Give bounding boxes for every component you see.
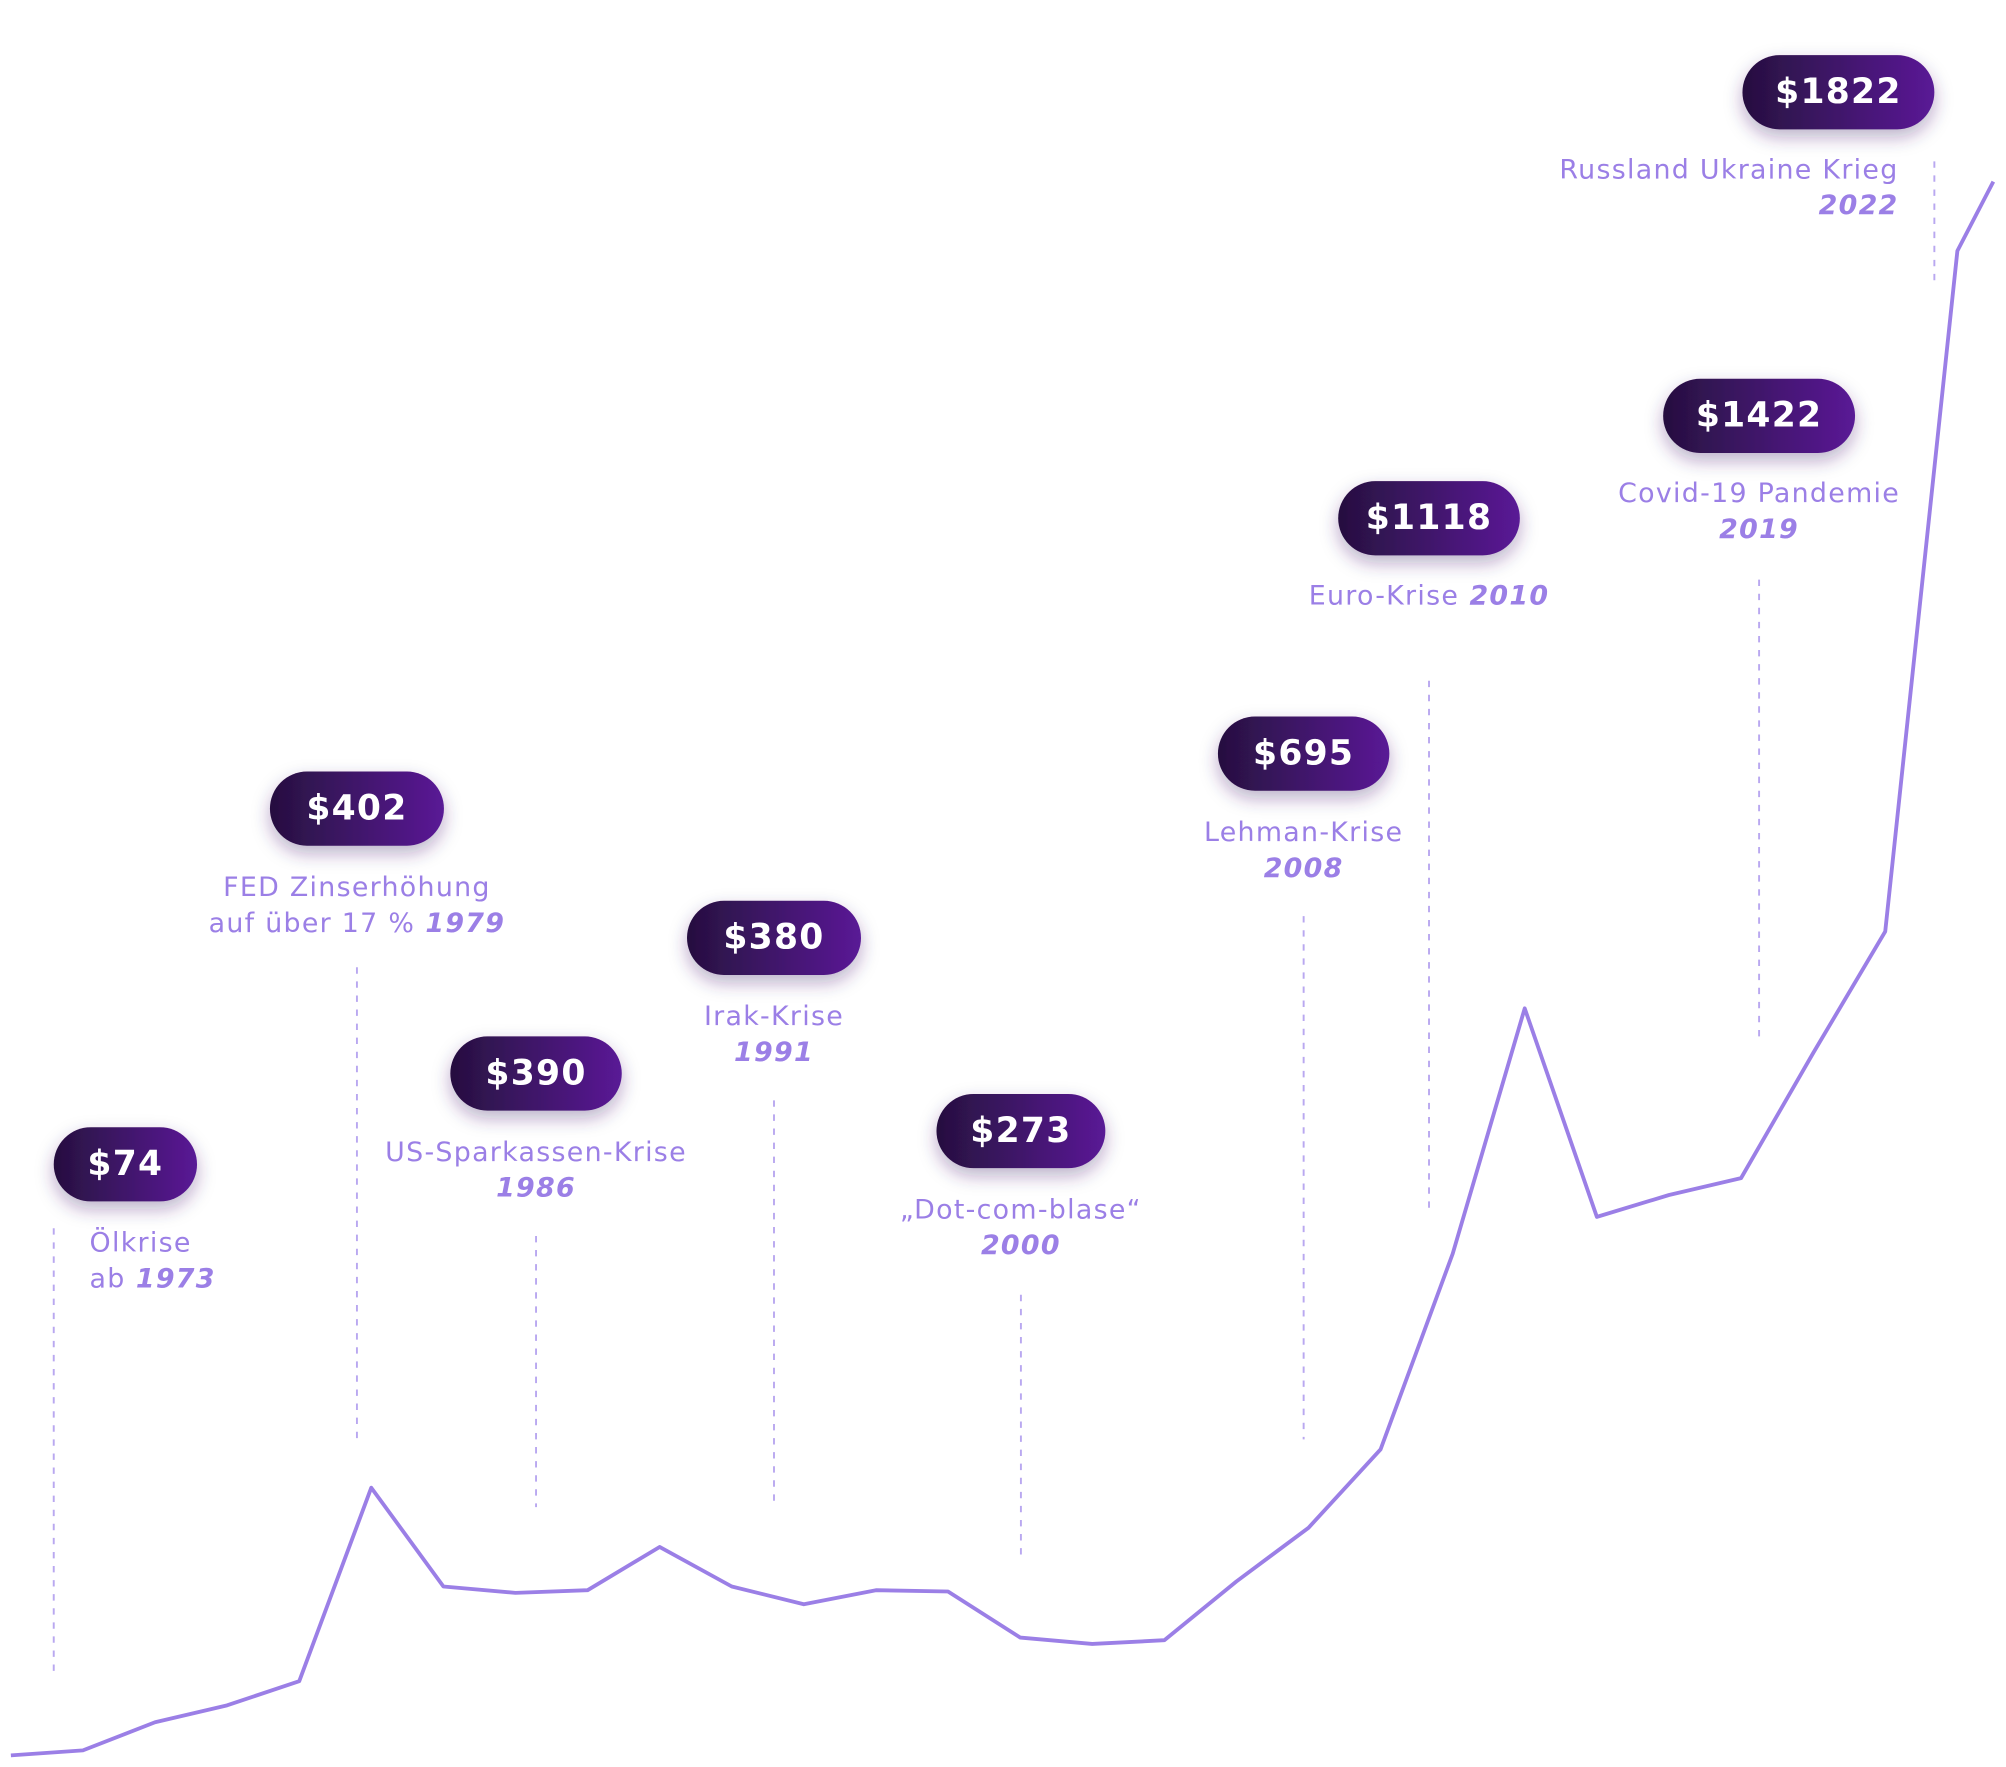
annotation-text: Irak-Krise 1991	[704, 1001, 844, 1068]
annotation-text: Lehman-Krise 2008	[1204, 816, 1403, 883]
annotation-text: Covid-19 Pandemie 2019	[1618, 477, 1900, 544]
price-pill	[450, 1036, 622, 1111]
annotation-year: 2010	[1469, 580, 1549, 611]
annotation-year: 2000	[981, 1230, 1061, 1261]
annotation-line: Irak-Krise	[704, 1001, 844, 1032]
annotation-line: US-Sparkassen-Krise	[385, 1136, 687, 1167]
price-label: $380	[723, 918, 824, 958]
annotation-year: 1973	[136, 1263, 216, 1294]
price-label: $1118	[1366, 498, 1493, 538]
price-label: $1822	[1775, 72, 1902, 112]
annotation-year: 1991	[734, 1037, 814, 1068]
annotation-line: FED Zinserhöhung	[223, 871, 491, 902]
annotation-line: Ölkrise	[90, 1226, 192, 1258]
annotation-line: ab	[90, 1263, 126, 1294]
price-label: $273	[970, 1111, 1071, 1151]
price-pill	[1217, 716, 1390, 791]
price-pill	[1663, 378, 1856, 454]
annotation-text: FED Zinserhöhung auf über 17 % 1979	[209, 871, 506, 938]
annotation-year: 1979	[425, 907, 505, 938]
annotation-line: Euro-Krise	[1309, 580, 1460, 611]
annotation-year: 1986	[496, 1172, 576, 1203]
price-pill	[53, 1127, 198, 1202]
annotation-line: Russland Ukraine Krieg	[1559, 154, 1898, 185]
annotation-text: „Dot-com-blase“ 2000	[900, 1194, 1142, 1261]
price-label: $402	[306, 788, 407, 828]
price-pill	[1338, 481, 1520, 556]
annotation-year: 2019	[1719, 513, 1799, 544]
price-pill	[269, 771, 444, 846]
annotation-text: Euro-Krise 2010	[1309, 580, 1550, 611]
annotation-text: Russland Ukraine Krieg 2022	[1559, 154, 1898, 221]
price-pill	[687, 900, 861, 975]
price-pill	[936, 1093, 1106, 1169]
annotation-line: auf über 17 %	[209, 907, 416, 938]
annotation-year: 2022	[1819, 190, 1899, 221]
annotation-year: 2008	[1264, 852, 1344, 883]
price-pill	[1742, 55, 1935, 130]
price-line	[10, 180, 1996, 1758]
price-label: $1422	[1696, 396, 1823, 436]
annotation-text: Ölkrise ab 1973	[90, 1226, 216, 1294]
price-label: $695	[1253, 733, 1354, 773]
annotation-text: US-Sparkassen-Krise 1986	[385, 1136, 687, 1203]
price-label: $390	[485, 1053, 586, 1093]
annotation-line: „Dot-com-blase“	[900, 1194, 1142, 1225]
annotation-line: Covid-19 Pandemie	[1618, 477, 1900, 508]
price-label: $74	[87, 1144, 163, 1184]
annotation-line: Lehman-Krise	[1204, 816, 1403, 847]
